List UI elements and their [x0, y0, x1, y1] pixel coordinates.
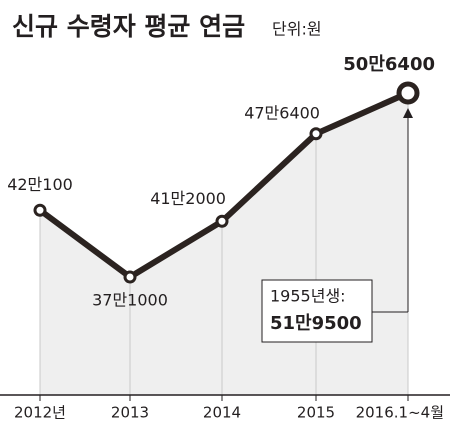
x-tick-label: 2012년: [14, 404, 66, 422]
x-tick-label: 2013: [111, 404, 149, 422]
data-label: 50만6400: [343, 54, 435, 75]
point: [396, 81, 420, 105]
point: [309, 127, 323, 141]
point: [123, 270, 137, 284]
annotation-value: 51만9500: [270, 313, 362, 334]
data-label: 41만2000: [150, 189, 226, 208]
data-label: 47만6400: [244, 103, 320, 122]
point: [215, 214, 229, 228]
chart-title: 신규 수령자 평균 연금: [12, 12, 245, 41]
x-tick-label: 2016.1~4월: [356, 404, 444, 422]
x-tick-label: 2014: [203, 404, 241, 422]
annotation-label: 1955년생:: [270, 287, 346, 306]
x-tick-label: 2015: [297, 404, 335, 422]
arrow-head: [403, 108, 413, 118]
chart-subtitle: 단위:원: [272, 20, 322, 39]
data-label: 37만1000: [92, 291, 168, 310]
data-label: 42만100: [7, 175, 73, 194]
annotation-box: [261, 279, 373, 343]
point: [33, 203, 47, 217]
area: [40, 93, 408, 395]
